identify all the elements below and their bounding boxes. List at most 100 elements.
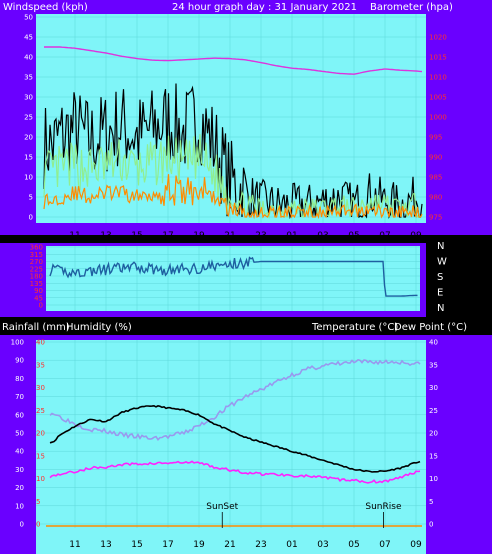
- wind-y-tick: 30: [24, 94, 33, 102]
- dewpoint-axis-title: Dew Point (°C): [394, 322, 467, 333]
- pressure-y-tick: 995: [429, 134, 442, 142]
- gust-line: [43, 83, 423, 220]
- rain-y-tick: 20: [36, 430, 45, 438]
- pressure-y-tick: 1010: [429, 74, 447, 82]
- direction-y-tick: 180: [30, 273, 43, 281]
- pressure-line: [44, 46, 423, 75]
- humidity-y-tick: 90: [15, 357, 24, 365]
- top-right-axis-band: [426, 0, 492, 235]
- mid-left-axis-band: [0, 243, 36, 317]
- compass-label: S: [437, 272, 443, 283]
- direction-y-tick: 360: [30, 244, 43, 252]
- pressure-y-tick: 1005: [429, 94, 447, 102]
- x-tick-label: 05: [348, 540, 359, 550]
- temp-y-tick: 5: [429, 498, 433, 506]
- sunset-label: SunSet: [206, 502, 238, 512]
- temp-y-tick: 30: [429, 384, 438, 392]
- rainfall-axis-title: Rainfall (mm): [2, 322, 70, 333]
- temp-y-tick: 40: [429, 339, 438, 347]
- windspeed-axis-title: Windspeed (kph): [3, 2, 88, 13]
- rain-y-tick: 15: [36, 452, 45, 460]
- x-tick-label: 01: [286, 231, 297, 241]
- x-tick-label: 13: [100, 540, 111, 550]
- direction-y-tick: 225: [30, 265, 43, 273]
- temperature-axis-title: Temperature (°C): [311, 322, 398, 333]
- direction-plot-area: [46, 246, 420, 311]
- rain-y-tick: 40: [36, 339, 45, 347]
- humidity-y-tick: 40: [15, 448, 24, 456]
- x-tick-label: 23: [255, 231, 266, 241]
- humidity-y-tick: 0: [20, 521, 24, 529]
- x-tick-label: 21: [224, 231, 235, 241]
- wind-y-tick: 10: [24, 174, 33, 182]
- pressure-y-tick: 985: [429, 174, 442, 182]
- sunrise-label: SunRise: [365, 502, 402, 512]
- x-tick-label: 11: [69, 231, 80, 241]
- x-tick-label: 15: [131, 540, 142, 550]
- top-left-axis-band: [0, 0, 36, 235]
- wind-chart-layer: 0510152025303540455097598098599099510001…: [24, 14, 447, 242]
- graph-title: 24 hour graph day : 31 January 2021: [172, 2, 357, 13]
- wind-y-tick: 15: [24, 154, 33, 162]
- bottom-top-band: [36, 335, 426, 340]
- x-tick-label: 23: [255, 540, 266, 550]
- rain-y-tick: 25: [36, 407, 45, 415]
- wind-y-tick: 35: [24, 74, 33, 82]
- wind-y-tick: 0: [29, 214, 33, 222]
- humidity-y-tick: 10: [15, 502, 24, 510]
- pressure-y-tick: 975: [429, 214, 442, 222]
- x-tick-label: 07: [379, 231, 390, 241]
- wind-y-tick: 45: [24, 34, 33, 42]
- wind-y-tick: 20: [24, 134, 33, 142]
- pressure-y-tick: 1000: [429, 114, 447, 122]
- x-tick-label: 09: [410, 540, 422, 550]
- humidity-line: [49, 359, 421, 441]
- bottom-right-axis-band: [426, 335, 492, 554]
- humidity-y-tick: 100: [11, 339, 24, 347]
- x-tick-label: 19: [193, 231, 205, 241]
- direction-y-tick: 0: [39, 302, 43, 310]
- wind-y-tick: 40: [24, 54, 33, 62]
- x-tick-label: 17: [162, 540, 173, 550]
- temp-y-tick: 25: [429, 407, 438, 415]
- x-tick-label: 13: [100, 231, 111, 241]
- humidity-y-tick: 70: [15, 393, 24, 401]
- wind-y-tick: 25: [24, 114, 33, 122]
- pressure-y-tick: 1020: [429, 34, 447, 42]
- bottom-left-axis-band: [0, 335, 36, 554]
- temp-chart-layer: 0102030405060708090100051015202530354005…: [11, 339, 438, 551]
- wind-y-tick: 50: [24, 14, 33, 22]
- direction-y-tick: 270: [30, 258, 43, 266]
- rain-y-tick: 10: [36, 475, 45, 483]
- x-tick-label: 03: [317, 231, 328, 241]
- temp-y-tick: 10: [429, 475, 438, 483]
- pressure-y-tick: 980: [429, 194, 442, 202]
- direction-y-tick: 315: [30, 251, 43, 259]
- compass-label: W: [437, 257, 447, 268]
- dew_point-line: [49, 460, 421, 484]
- direction-line: [49, 256, 418, 297]
- rain-y-tick: 35: [36, 361, 45, 369]
- x-tick-label: 19: [193, 540, 205, 550]
- temp-y-tick: 0: [429, 521, 433, 529]
- x-tick-label: 11: [69, 540, 80, 550]
- humidity-y-tick: 60: [15, 411, 24, 419]
- barometer-axis-title: Barometer (hpa): [370, 2, 453, 13]
- humidity-y-tick: 20: [15, 484, 24, 492]
- temp-y-tick: 35: [429, 361, 438, 369]
- rain-y-tick: 0: [36, 521, 40, 529]
- top-bottom-band: [36, 223, 426, 235]
- pressure-y-tick: 1015: [429, 54, 447, 62]
- top-title-band: [36, 0, 426, 14]
- x-tick-label: 05: [348, 231, 359, 241]
- x-tick-label: 03: [317, 540, 328, 550]
- temperature-line: [49, 404, 421, 473]
- humidity-axis-title: Humidity (%): [66, 322, 132, 333]
- x-tick-label: 15: [131, 231, 142, 241]
- x-tick-label: 21: [224, 540, 235, 550]
- x-tick-label: 09: [410, 231, 422, 241]
- humidity-y-tick: 50: [15, 430, 24, 438]
